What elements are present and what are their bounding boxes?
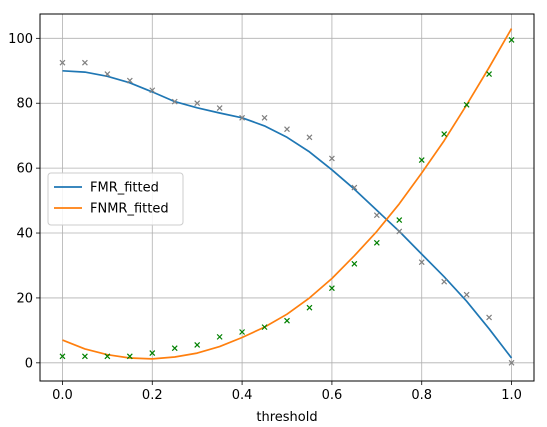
y-tick-label: 40 bbox=[16, 227, 33, 242]
data-point-marker bbox=[396, 217, 403, 223]
data-point-marker bbox=[81, 353, 88, 360]
data-point-marker bbox=[463, 291, 470, 298]
data-point-marker bbox=[284, 317, 290, 324]
data-point-marker bbox=[373, 212, 380, 219]
marker-series-3 bbox=[59, 37, 515, 360]
data-point-marker bbox=[194, 342, 201, 348]
data-point-marker bbox=[396, 228, 403, 235]
data-point-marker bbox=[463, 101, 470, 108]
data-point-marker bbox=[284, 126, 290, 133]
series-line-fnmr-fitted bbox=[62, 28, 513, 360]
data-point-marker bbox=[194, 100, 201, 107]
data-point-marker bbox=[351, 260, 358, 267]
y-tick-label: 60 bbox=[16, 162, 33, 177]
data-point-marker bbox=[104, 353, 111, 360]
data-point-marker bbox=[239, 329, 246, 335]
data-point-marker bbox=[261, 324, 268, 331]
data-point-marker bbox=[486, 71, 493, 77]
x-tick-label: 0.8 bbox=[411, 388, 432, 403]
data-point-marker bbox=[59, 59, 66, 66]
data-point-marker bbox=[126, 353, 133, 360]
data-point-marker bbox=[261, 114, 268, 121]
data-point-marker bbox=[486, 314, 493, 321]
data-point-marker bbox=[328, 155, 335, 162]
data-point-marker bbox=[59, 353, 66, 360]
data-point-marker bbox=[104, 71, 111, 77]
marker-series-2 bbox=[59, 59, 515, 366]
data-point-marker bbox=[216, 105, 223, 112]
x-tick-label: 0.2 bbox=[142, 388, 163, 403]
x-tick-label: 0.6 bbox=[322, 388, 343, 403]
x-tick-label: 0.0 bbox=[52, 388, 73, 403]
data-point-marker bbox=[328, 285, 335, 292]
axis-ticks: 0.0 0.2 0.4 0.6 0.8 1.0 0 20 40 60 80 100 bbox=[8, 32, 522, 403]
y-tick-label: 100 bbox=[8, 32, 33, 47]
legend-label: FNMR_fitted bbox=[90, 202, 169, 217]
plot-series bbox=[59, 28, 515, 366]
series-line-fmr-fitted bbox=[62, 69, 513, 359]
legend-label: FMR_fitted bbox=[90, 181, 159, 196]
x-tick-label: 0.4 bbox=[232, 388, 253, 403]
data-point-marker bbox=[149, 87, 156, 94]
data-point-marker bbox=[441, 131, 448, 137]
y-tick-label: 80 bbox=[16, 97, 33, 112]
data-point-marker bbox=[508, 359, 515, 366]
data-point-marker bbox=[418, 157, 425, 163]
legend-box bbox=[47, 172, 184, 226]
data-point-marker bbox=[508, 37, 515, 43]
data-point-marker bbox=[171, 345, 178, 352]
data-point-marker bbox=[441, 278, 448, 285]
data-point-marker bbox=[306, 304, 313, 311]
plot-frame bbox=[39, 13, 535, 382]
y-tick-label: 20 bbox=[16, 291, 33, 306]
data-point-marker bbox=[373, 239, 380, 246]
data-point-marker bbox=[418, 259, 425, 266]
data-point-marker bbox=[149, 350, 156, 357]
x-axis-label: threshold bbox=[256, 410, 317, 425]
data-point-marker bbox=[306, 134, 313, 141]
data-point-marker bbox=[171, 98, 178, 105]
data-point-marker bbox=[239, 114, 246, 121]
data-point-marker bbox=[126, 77, 133, 84]
y-tick-label: 0 bbox=[25, 356, 33, 371]
legend: FMR_fitted FNMR_fitted bbox=[47, 172, 184, 226]
data-point-marker bbox=[81, 59, 88, 66]
data-point-marker bbox=[351, 184, 358, 191]
data-point-marker bbox=[216, 333, 223, 340]
x-tick-label: 1.0 bbox=[501, 388, 522, 403]
